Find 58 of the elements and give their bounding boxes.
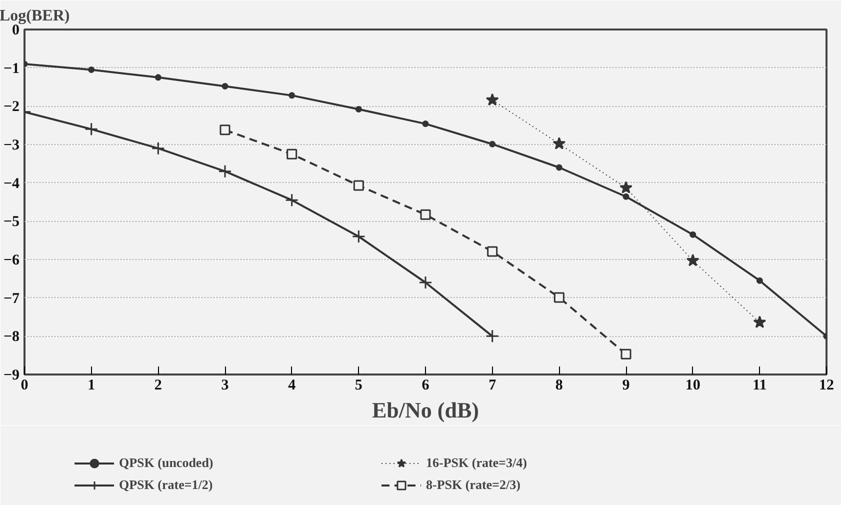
point [489,140,496,148]
x-tick-label: 10 [685,378,700,394]
point [222,82,228,90]
point [151,142,165,156]
y-tick-label: −8 [3,329,20,346]
point [487,246,498,257]
x-tick-label: 6 [422,378,430,394]
legend-label: 8-PSK (rate=2/3) [426,477,522,493]
point [756,277,763,284]
point [420,209,431,220]
y-tick-label: −2 [3,99,20,116]
point [88,66,95,73]
legend-label: QPSK (uncoded) [119,455,214,471]
y-tick-label: −3 [3,138,20,154]
y-axis-title: Log(BER) [0,8,70,24]
point [622,193,630,200]
legend-label: 16-PSK (rate=3/4) [426,455,528,471]
point [556,164,562,171]
point [686,254,700,266]
point [353,180,364,191]
x-tick-label: 1 [88,378,96,394]
point [486,93,499,106]
x-axis-title: Eb/No (dB) [372,398,479,422]
y-tick-label: −1 [3,60,20,77]
point [352,230,366,244]
y-tick-label: −6 [3,252,20,268]
point [418,276,432,290]
point [620,181,632,194]
point [220,124,230,136]
point [552,136,566,150]
x-tick-label: 4 [288,378,296,394]
y-tick-label: −9 [3,368,20,384]
x-tick-label: 11 [752,378,767,394]
point [154,74,162,81]
point [690,231,696,238]
point [218,164,232,178]
x-tick-label: 7 [488,378,497,394]
y-tick-label: 0 [12,22,20,38]
x-tick-label: 2 [154,378,162,394]
x-tick-label: 8 [555,378,563,394]
point [84,122,98,136]
x-tick-label: 12 [819,378,834,394]
point [285,193,299,207]
point [286,148,298,160]
x-tick-label: 3 [221,378,229,394]
legend-label: QPSK (rate=1/2) [119,477,214,493]
y-tick-label: −7 [3,290,20,307]
point [554,292,564,303]
point [422,120,429,128]
point [753,316,766,328]
y-tick-label: −4 [3,176,20,192]
point [620,348,632,360]
point [355,106,362,112]
y-tick-label: −5 [3,214,20,230]
point [288,92,296,99]
x-tick-label: 5 [354,378,362,394]
x-tick-label: 9 [622,378,630,394]
point [486,329,500,343]
